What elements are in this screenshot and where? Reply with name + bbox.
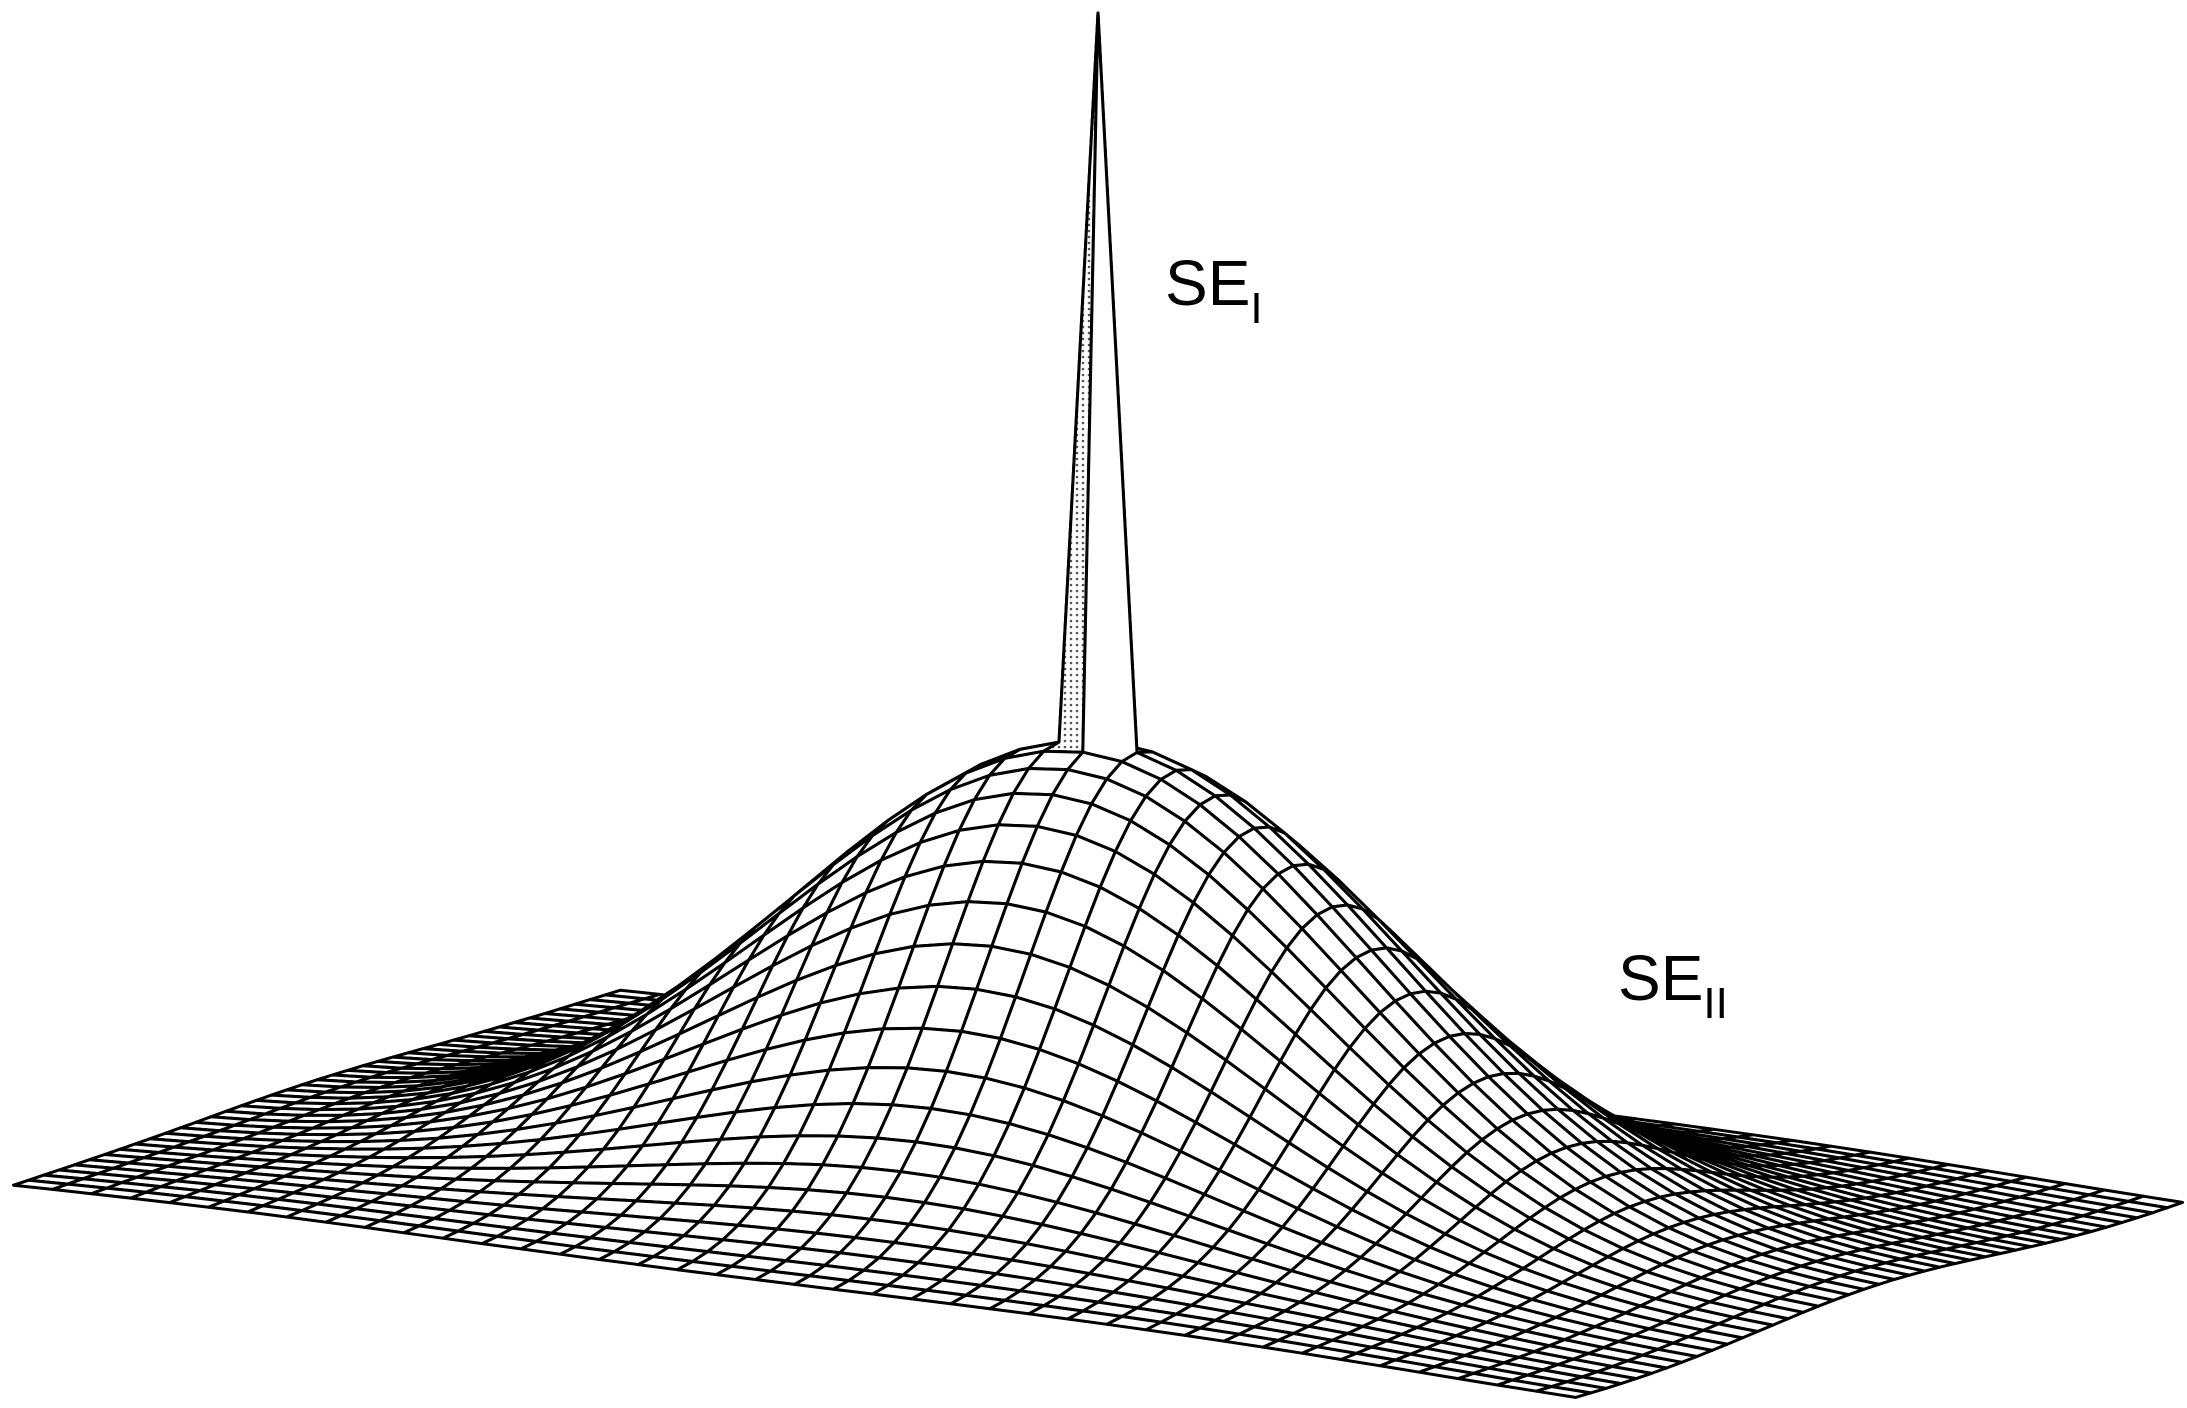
wireframe-surface — [12, 11, 2184, 1399]
label-subscript: II — [1703, 979, 1727, 1028]
label-se-ii: SEII — [1618, 942, 1728, 1028]
label-main: SE — [1618, 942, 1703, 1014]
label-se-i: SEI — [1165, 247, 1263, 333]
label-main: SE — [1165, 247, 1250, 319]
label-subscript: I — [1250, 284, 1262, 333]
mesh-cell — [1534, 1385, 1593, 1399]
